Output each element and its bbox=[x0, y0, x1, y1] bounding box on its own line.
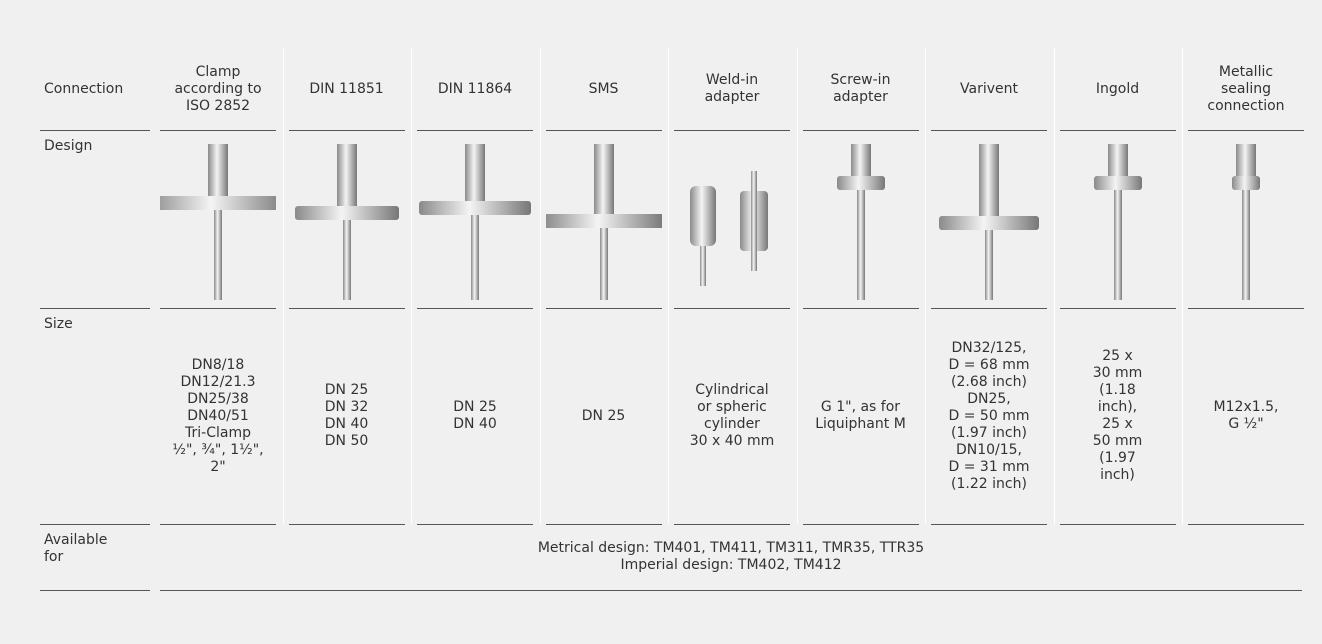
cell-line bbox=[417, 524, 533, 525]
product-image bbox=[545, 144, 662, 300]
row-line bbox=[40, 524, 150, 525]
cell-line bbox=[1059, 130, 1176, 131]
column-header: Varivent bbox=[960, 80, 1018, 97]
cell-line bbox=[931, 308, 1047, 309]
row-line bbox=[40, 308, 150, 309]
column-header: SMS bbox=[588, 80, 619, 97]
cell-line bbox=[674, 524, 790, 525]
cell-line bbox=[1188, 308, 1304, 309]
product-image bbox=[836, 144, 885, 300]
column-header: Clamp according to ISO 2852 bbox=[174, 63, 262, 114]
cell-line bbox=[545, 308, 662, 309]
column-header: DIN 11851 bbox=[309, 80, 384, 97]
column-header: Screw-in adapter bbox=[830, 72, 891, 105]
product-image bbox=[419, 144, 531, 300]
cell-line bbox=[288, 524, 405, 525]
cell-line bbox=[802, 308, 919, 309]
column-header: Ingold bbox=[1095, 80, 1140, 97]
cell-line bbox=[417, 130, 533, 131]
cell-line bbox=[674, 308, 790, 309]
column-divider bbox=[411, 48, 412, 524]
row-label: Design bbox=[44, 138, 93, 154]
row-label: Available for bbox=[44, 532, 108, 565]
cell-line bbox=[545, 130, 662, 131]
cell-line bbox=[160, 308, 276, 309]
size-cell: DN 25 bbox=[581, 407, 626, 424]
row-label: Connection bbox=[44, 80, 124, 97]
cell-line bbox=[160, 524, 276, 525]
cell-line bbox=[802, 130, 919, 131]
size-cell: Cylindrical or spheric cylinder 30 x 40 … bbox=[689, 382, 775, 449]
row-line bbox=[160, 590, 1302, 591]
size-cell: DN32/125, D = 68 mm (2.68 inch) DN25, D … bbox=[948, 339, 1030, 492]
column-header: Metallic sealing connection bbox=[1207, 63, 1285, 114]
column-divider bbox=[796, 48, 798, 524]
cell-line bbox=[1059, 524, 1176, 525]
column-divider bbox=[1182, 48, 1183, 524]
size-cell: G 1", as for Liquiphant M bbox=[815, 399, 906, 432]
cell-line bbox=[1188, 524, 1304, 525]
column-divider bbox=[925, 48, 926, 524]
column-header: Weld-in adapter bbox=[704, 72, 760, 105]
cell-line bbox=[931, 524, 1047, 525]
column-divider bbox=[282, 48, 284, 524]
product-image bbox=[939, 144, 1039, 300]
cell-line bbox=[802, 524, 919, 525]
column-divider bbox=[1053, 48, 1055, 524]
cell-line bbox=[288, 130, 405, 131]
available-cell: Metrical design: TM401, TM411, TM311, TM… bbox=[160, 524, 1302, 590]
cell-line bbox=[1059, 308, 1176, 309]
row-label: Size bbox=[44, 316, 73, 332]
product-image bbox=[160, 144, 276, 300]
cell-line bbox=[417, 308, 533, 309]
available-text: Metrical design: TM401, TM411, TM311, TM… bbox=[537, 540, 925, 556]
row-line bbox=[40, 130, 150, 131]
size-cell: DN 25 DN 32 DN 40 DN 50 bbox=[324, 382, 369, 449]
size-cell: DN 25 DN 40 bbox=[453, 399, 497, 432]
column-header: DIN 11864 bbox=[437, 80, 513, 97]
product-image bbox=[1093, 144, 1142, 300]
cell-line bbox=[674, 130, 790, 131]
product-image bbox=[690, 171, 768, 286]
size-cell: M12x1.5, G ½" bbox=[1213, 399, 1279, 432]
cell-line bbox=[288, 308, 405, 309]
cell-line bbox=[931, 130, 1047, 131]
row-line bbox=[40, 590, 150, 591]
cell-line bbox=[1188, 130, 1304, 131]
size-cell: DN8/18 DN12/21.3 DN25/38 DN40/51 Tri-Cla… bbox=[172, 356, 264, 475]
cell-line bbox=[545, 524, 662, 525]
available-text: Imperial design: TM402, TM412 bbox=[620, 557, 842, 573]
cell-line bbox=[160, 130, 276, 131]
column-divider bbox=[668, 48, 669, 524]
product-image bbox=[1232, 144, 1260, 300]
product-image bbox=[294, 144, 399, 300]
size-cell: 25 x 30 mm (1.18 inch), 25 x 50 mm (1.97… bbox=[1092, 348, 1143, 483]
column-divider bbox=[539, 48, 541, 524]
